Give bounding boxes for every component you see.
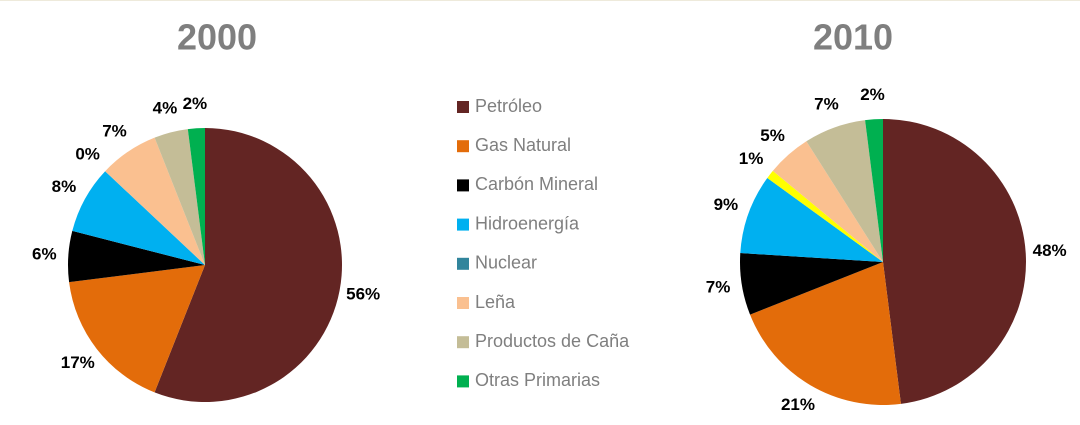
legend-label: Petróleo — [475, 96, 542, 116]
pie-slice — [69, 265, 205, 393]
data-label: 6% — [32, 244, 57, 263]
chart-title: 2000 — [177, 17, 257, 58]
legend-swatch — [457, 336, 469, 349]
legend-swatch — [457, 218, 469, 231]
data-label: 2% — [860, 85, 885, 104]
pie-slice — [154, 129, 205, 265]
pie-slice — [767, 170, 883, 262]
pie-slice — [740, 177, 883, 262]
legend-swatch — [457, 375, 469, 388]
pie-slice — [72, 171, 205, 265]
legend-swatch — [457, 179, 469, 192]
data-label: 5% — [760, 126, 785, 145]
pie-slice — [187, 128, 205, 265]
legend-swatch — [457, 257, 469, 270]
pie-slice — [740, 253, 883, 315]
pie-slice — [772, 141, 883, 262]
data-label: 7% — [814, 94, 839, 113]
chart-title: 2010 — [813, 17, 893, 58]
data-label: 48% — [1033, 241, 1067, 260]
legend-label: Nuclear — [475, 253, 537, 273]
data-label: 7% — [102, 121, 127, 140]
data-label: 56% — [346, 285, 380, 304]
data-label: 8% — [52, 177, 77, 196]
pie-slice — [105, 137, 205, 265]
pie-slice — [883, 119, 1027, 404]
pie-slice — [68, 230, 205, 283]
data-label: 17% — [61, 353, 95, 372]
data-label: 2% — [183, 94, 208, 113]
data-label: 0% — [75, 144, 100, 163]
legend-label: Productos de Caña — [475, 331, 630, 351]
legend-label: Hidroenergía — [475, 213, 580, 233]
pie-slice — [154, 128, 343, 402]
legend-label: Leña — [475, 292, 516, 312]
pie-slice — [806, 120, 883, 262]
data-label: 9% — [714, 195, 739, 214]
data-label: 21% — [781, 395, 815, 414]
data-label: 7% — [706, 278, 731, 297]
legend-swatch — [457, 297, 469, 309]
legend-label: Otras Primarias — [475, 370, 600, 390]
legend-label: Carbón Mineral — [475, 174, 598, 194]
pie-slice — [750, 262, 901, 405]
legend-swatch — [457, 101, 469, 113]
legend-swatch — [457, 140, 469, 153]
pie-slice — [865, 119, 883, 262]
legend-label: Gas Natural — [475, 135, 571, 155]
data-label: 4% — [153, 99, 178, 118]
data-label: 1% — [739, 149, 764, 168]
